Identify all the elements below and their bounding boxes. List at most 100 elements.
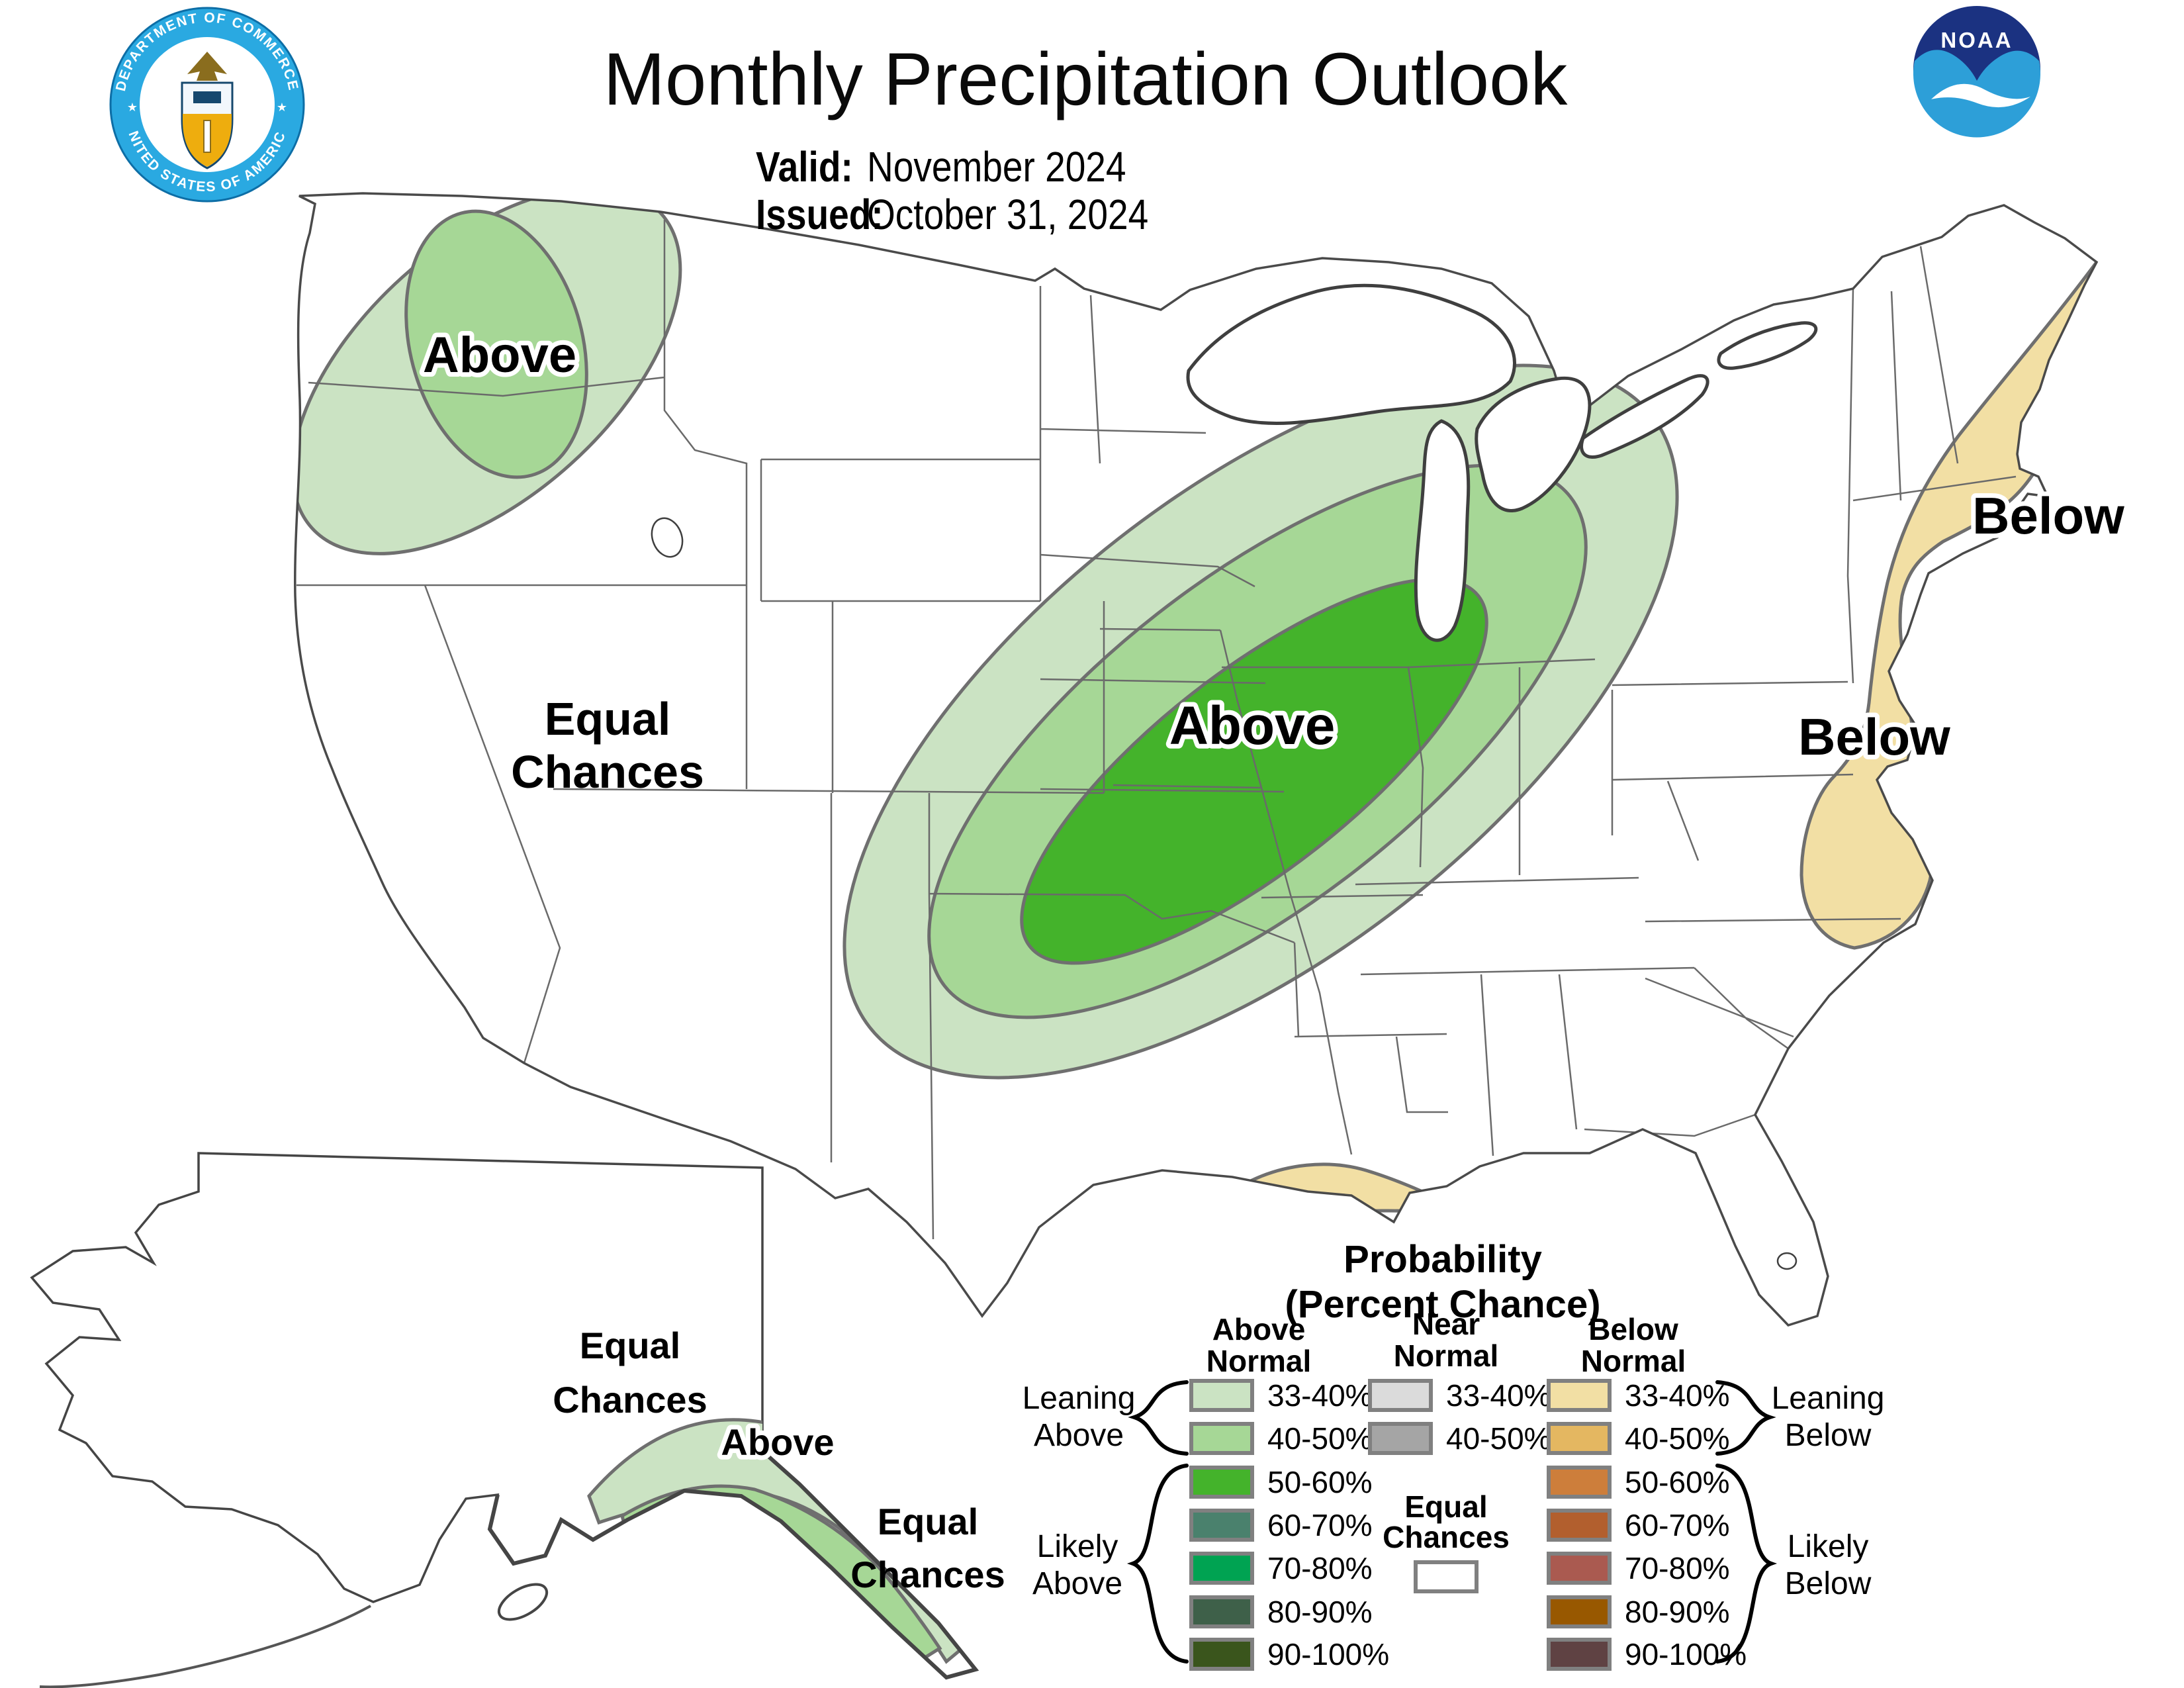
label-equal-chances-west-1: Equal bbox=[545, 693, 671, 745]
brace-likely-below bbox=[1715, 1464, 1778, 1664]
side-likely-below-1: Likely bbox=[1788, 1529, 1869, 1564]
legend-side-labels: Leaning Above Likely Above Leaning Below… bbox=[1023, 1381, 1885, 1601]
map-labels: Above Equal Chances Above Below Below Eq… bbox=[418, 322, 2129, 1595]
legend-above-labels: 33-40% 40-50% 50-60% 60-70% 70-80% 80-90… bbox=[1267, 1378, 1389, 1671]
aleutian-chain bbox=[39, 1605, 371, 1688]
noaa-logo-text: NOAA bbox=[1940, 28, 2013, 52]
legend-braces bbox=[1126, 1380, 1778, 1664]
doc-seal-star-right: ★ bbox=[277, 101, 287, 114]
swatch-below-70-80 bbox=[1547, 1552, 1612, 1585]
side-leaning-below-1: Leaning bbox=[1772, 1381, 1885, 1416]
label-above-nw: Above bbox=[423, 327, 576, 383]
doc-seal-star-left: ★ bbox=[127, 101, 138, 114]
swatch-near-33-40 bbox=[1368, 1379, 1433, 1412]
range-above-70-80: 70-80% bbox=[1267, 1551, 1373, 1585]
legend-subtitle: (Percent Chance) bbox=[1285, 1283, 1600, 1326]
great-lakes bbox=[651, 283, 1818, 1270]
label-equal-chances-west-2: Chances bbox=[511, 746, 704, 798]
side-leaning-above-1: Leaning bbox=[1023, 1381, 1136, 1416]
range-near-40-50: 40-50% bbox=[1446, 1421, 1551, 1456]
legend-col-below-1: Below bbox=[1588, 1312, 1678, 1346]
legend-equal-chances-2: Chances bbox=[1383, 1520, 1510, 1554]
legend-title: Probability bbox=[1343, 1238, 1542, 1281]
great-salt-lake bbox=[651, 517, 684, 558]
alaska-coastline bbox=[487, 1449, 979, 1680]
lake-okeechobee bbox=[1776, 1252, 1797, 1270]
alaska-map bbox=[30, 1152, 979, 1688]
range-above-90-100: 90-100% bbox=[1267, 1637, 1389, 1671]
legend-below-column bbox=[1547, 1379, 1612, 1671]
side-likely-above-1: Likely bbox=[1037, 1529, 1118, 1564]
legend-above-column bbox=[1189, 1379, 1254, 1671]
side-leaning-above-2: Above bbox=[1034, 1418, 1124, 1453]
legend-near-labels: 33-40% 40-50% bbox=[1446, 1378, 1551, 1456]
doc-seal-eagle-icon bbox=[187, 52, 227, 81]
legend-equal-chances-1: Equal bbox=[1404, 1489, 1487, 1524]
range-below-70-80: 70-80% bbox=[1625, 1551, 1730, 1585]
region-above-central-50-60 bbox=[1020, 577, 1488, 965]
range-below-60-70: 60-70% bbox=[1625, 1508, 1730, 1542]
conus-coastline bbox=[294, 192, 2099, 1327]
range-above-50-60: 50-60% bbox=[1267, 1465, 1373, 1499]
range-below-40-50: 40-50% bbox=[1625, 1421, 1730, 1456]
label-ak-equal-chances1-1: Equal bbox=[580, 1325, 680, 1366]
lake-michigan bbox=[1414, 419, 1471, 642]
range-below-90-100: 90-100% bbox=[1625, 1637, 1747, 1671]
legend-below-labels: 33-40% 40-50% 50-60% 60-70% 70-80% 80-90… bbox=[1625, 1378, 1747, 1671]
range-above-40-50: 40-50% bbox=[1267, 1421, 1373, 1456]
swatch-above-50-60 bbox=[1189, 1466, 1254, 1499]
brace-leaning-below bbox=[1715, 1380, 1776, 1456]
swatch-equal-chances bbox=[1414, 1560, 1479, 1593]
doc-seal-lighthouse-icon bbox=[203, 120, 211, 153]
kodiak-island bbox=[497, 1583, 549, 1621]
issued-value: October 31, 2024 bbox=[867, 191, 1148, 238]
swatch-above-70-80 bbox=[1189, 1552, 1254, 1585]
label-ak-equal-chances2-2: Chances bbox=[850, 1554, 1005, 1595]
range-near-33-40: 33-40% bbox=[1446, 1378, 1551, 1413]
brace-leaning-above bbox=[1128, 1380, 1189, 1456]
swatch-below-50-60 bbox=[1547, 1466, 1612, 1499]
legend: Probability (Percent Chance) Above Norma… bbox=[1023, 1238, 1885, 1671]
lake-huron bbox=[1475, 376, 1592, 512]
lake-ontario bbox=[1717, 321, 1818, 370]
brace-likely-above bbox=[1126, 1464, 1189, 1664]
state-borders bbox=[296, 220, 2017, 1240]
side-likely-below-2: Below bbox=[1785, 1566, 1872, 1601]
swatch-near-40-50 bbox=[1368, 1422, 1433, 1455]
range-below-50-60: 50-60% bbox=[1625, 1465, 1730, 1499]
side-likely-above-2: Above bbox=[1032, 1566, 1122, 1601]
label-below-northeast: Below bbox=[1972, 487, 2124, 545]
swatch-above-60-70 bbox=[1189, 1509, 1254, 1542]
legend-col-below-2: Normal bbox=[1581, 1344, 1686, 1378]
header: Monthly Precipitation Outlook Valid: Nov… bbox=[604, 38, 1569, 238]
swatch-above-40-50 bbox=[1189, 1422, 1254, 1455]
legend-col-near-2: Normal bbox=[1394, 1338, 1498, 1373]
swatch-below-40-50 bbox=[1547, 1422, 1612, 1455]
label-ak-above: Above bbox=[721, 1421, 834, 1463]
swatch-below-60-70 bbox=[1547, 1509, 1612, 1542]
valid-label: Valid: bbox=[756, 143, 853, 191]
range-below-33-40: 33-40% bbox=[1625, 1378, 1730, 1413]
swatch-above-80-90 bbox=[1189, 1595, 1254, 1628]
doc-seal-logo: DEPARTMENT OF COMMERCE UNITED STATES OF … bbox=[0, 0, 305, 203]
range-above-33-40: 33-40% bbox=[1267, 1378, 1373, 1413]
conus-map bbox=[294, 192, 2099, 1327]
label-ak-equal-chances1-2: Chances bbox=[553, 1379, 707, 1421]
lake-erie bbox=[1580, 374, 1709, 459]
swatch-below-33-40 bbox=[1547, 1379, 1612, 1412]
page-title: Monthly Precipitation Outlook bbox=[604, 38, 1569, 120]
issued-label: Issued: bbox=[756, 191, 884, 238]
range-above-80-90: 80-90% bbox=[1267, 1595, 1373, 1629]
label-below-midatlantic: Below bbox=[1798, 708, 1950, 766]
noaa-logo: NOAA bbox=[1913, 6, 2040, 138]
region-above-nw-40-50 bbox=[404, 209, 588, 479]
label-ak-equal-chances2-1: Equal bbox=[878, 1501, 978, 1542]
legend-near-column bbox=[1368, 1379, 1433, 1455]
legend-col-near-1: Near bbox=[1412, 1307, 1480, 1341]
legend-col-above-1: Above bbox=[1212, 1312, 1306, 1346]
range-below-80-90: 80-90% bbox=[1625, 1595, 1730, 1629]
legend-col-above-2: Normal bbox=[1206, 1344, 1311, 1378]
label-above-central: Above bbox=[1169, 696, 1336, 756]
range-above-60-70: 60-70% bbox=[1267, 1508, 1373, 1542]
